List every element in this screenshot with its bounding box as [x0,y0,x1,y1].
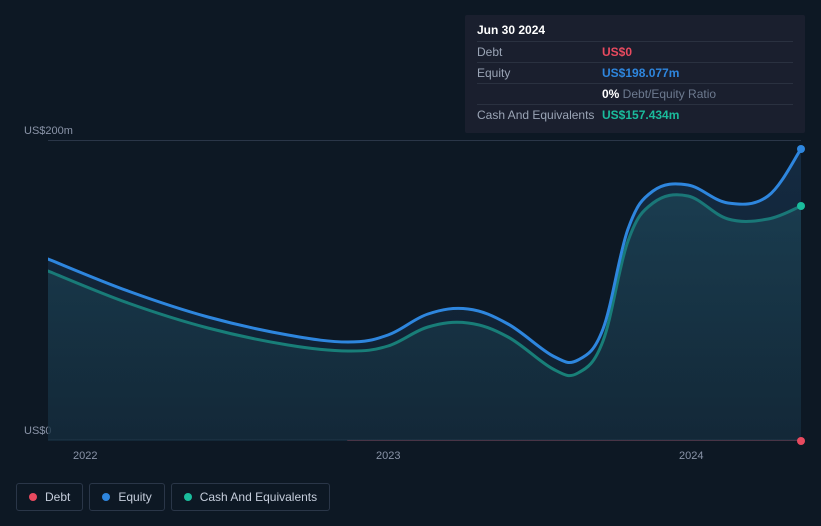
legend-dot-icon [184,493,192,501]
legend: Debt Equity Cash And Equivalents [16,483,330,511]
series-area-equity [48,149,801,441]
tooltip-row-value: US$157.434m [602,108,679,122]
x-axis-label: 2024 [679,450,703,462]
tooltip-row: Cash And EquivalentsUS$157.434m [477,104,793,125]
series-end-dot-debt [797,437,805,445]
tooltip-row: EquityUS$198.077m [477,62,793,83]
x-axis-label: 2023 [376,450,400,462]
tooltip-row: DebtUS$0 [477,41,793,62]
series-end-dot-cash-and-equivalents [797,202,805,210]
tooltip-row-suffix: Debt/Equity Ratio [619,87,716,101]
tooltip-row-label: Cash And Equivalents [477,108,602,122]
legend-dot-icon [29,493,37,501]
chart-plot-area [48,140,801,440]
tooltip-row-label: Debt [477,45,602,59]
legend-dot-icon [102,493,110,501]
legend-label: Debt [45,490,70,504]
tooltip-row: 0% Debt/Equity Ratio [477,83,793,104]
legend-item-debt[interactable]: Debt [16,483,83,511]
tooltip-row-label: Equity [477,66,602,80]
legend-item-cash-and-equivalents[interactable]: Cash And Equivalents [171,483,330,511]
series-end-dot-equity [797,145,805,153]
x-axis-label: 2022 [73,450,97,462]
legend-label: Equity [118,490,151,504]
legend-label: Cash And Equivalents [200,490,317,504]
tooltip-row-label [477,87,602,101]
tooltip-panel: Jun 30 2024 DebtUS$0EquityUS$198.077m0% … [465,15,805,133]
legend-item-equity[interactable]: Equity [89,483,164,511]
tooltip-row-value: US$0 [602,45,632,59]
tooltip-row-value: US$198.077m [602,66,679,80]
y-axis-label: US$200m [24,125,73,137]
tooltip-date: Jun 30 2024 [477,23,793,41]
chart-svg [48,141,801,441]
tooltip-row-value: 0% Debt/Equity Ratio [602,87,716,101]
